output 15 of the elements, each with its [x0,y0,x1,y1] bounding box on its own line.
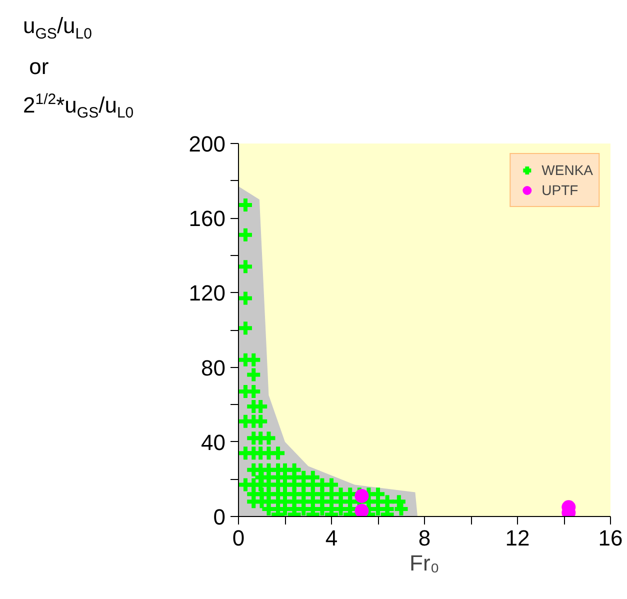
y-tick-label: 160 [188,206,226,232]
legend-label: WENKA [542,162,593,178]
x-axis-title: Fr₀ [410,550,440,576]
y-tick-label: 80 [201,355,226,380]
legend-label: UPTF [542,182,578,198]
x-tick-label: 16 [598,526,623,550]
y-tick-label: 120 [188,280,226,306]
y-tick-label: 40 [201,430,226,455]
x-tick-label: 12 [505,526,530,550]
x-tick-label: 4 [325,526,338,550]
x-tick-label: 8 [418,526,431,550]
y-tick-label: 0 [213,504,226,530]
x-tick-label: 0 [232,526,245,550]
text: u$_{GS}$/u$_{L0}$ or 2$^{1/2}$*u$_{GS}$/u$_{L0}$ [23,13,134,122]
y-tick-label: 200 [188,132,226,156]
